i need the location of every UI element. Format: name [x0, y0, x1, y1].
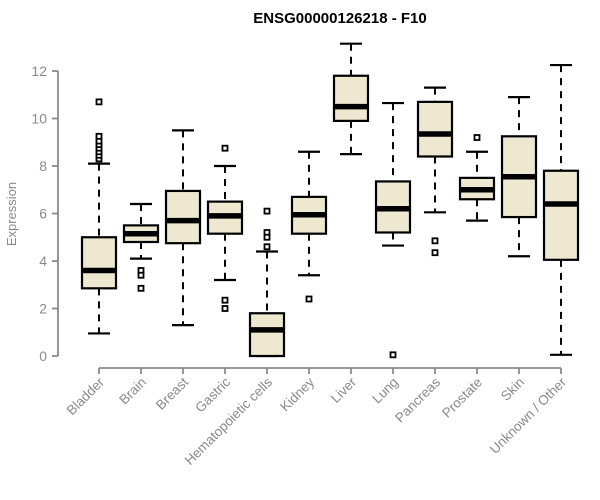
box-rect	[248, 312, 286, 358]
y-axis-label: Expression	[4, 182, 19, 246]
outlier-point	[137, 284, 145, 292]
outlier-point	[431, 237, 439, 245]
x-tick-label-lung: Lung	[369, 375, 401, 407]
box-group-kidney	[290, 150, 328, 303]
y-tick-label: 0	[39, 348, 47, 364]
box-rect	[164, 189, 202, 245]
outlier-point	[221, 305, 229, 312]
outlier-point	[473, 134, 481, 141]
outlier-point	[263, 243, 271, 251]
box-group-breast	[164, 129, 202, 327]
box-group-hematopoietic-cells	[248, 207, 286, 358]
box-group-gastric	[206, 144, 244, 312]
outlier-point	[137, 271, 145, 279]
x-tick-label-gastric: Gastric	[192, 374, 233, 415]
y-tick-label: 12	[31, 63, 47, 79]
box-group-pancreas	[416, 86, 454, 257]
x-tick-label-prostate: Prostate	[439, 375, 485, 421]
box-rect	[416, 100, 454, 158]
outlier-point	[221, 296, 229, 304]
y-axis: 0 2 4 6 8 10 12	[31, 63, 59, 364]
x-tick-label-liver: Liver	[328, 374, 360, 406]
y-tick-label: 2	[39, 301, 47, 317]
chart-title: ENSG00000126218 - F10	[253, 10, 426, 27]
x-tick-label-breast: Breast	[153, 374, 191, 412]
x-tick-label-unknown-other: Unknown / Other	[487, 374, 570, 457]
x-tick-label-bladder: Bladder	[64, 374, 108, 418]
y-tick-label: 8	[39, 158, 47, 174]
box-group-skin	[500, 96, 538, 258]
y-tick-label: 6	[39, 206, 47, 222]
box-group-liver	[332, 42, 370, 156]
box-rect	[80, 236, 118, 290]
boxplot-series	[80, 42, 580, 359]
outlier-point	[431, 249, 439, 257]
box-rect	[542, 169, 580, 261]
x-tick-label-brain: Brain	[116, 375, 149, 408]
x-tick-label-skin: Skin	[498, 375, 527, 404]
box-group-brain	[122, 202, 160, 292]
outlier-point	[95, 132, 103, 140]
y-tick-label: 4	[39, 253, 47, 269]
outlier-point	[263, 233, 271, 241]
y-tick-label: 10	[31, 111, 47, 127]
outlier-point	[305, 295, 313, 303]
box-group-bladder	[80, 98, 118, 335]
x-tick-label-kidney: Kidney	[277, 374, 317, 414]
box-group-lung	[374, 101, 412, 359]
outlier-point	[263, 207, 271, 215]
x-tick-label-pancreas: Pancreas	[392, 374, 443, 425]
box-group-unknown-other	[542, 63, 580, 356]
outlier-point	[221, 144, 229, 152]
outlier-point	[95, 98, 103, 106]
box-group-prostate	[458, 134, 496, 222]
box-rect	[332, 74, 370, 122]
outlier-point	[389, 351, 397, 359]
